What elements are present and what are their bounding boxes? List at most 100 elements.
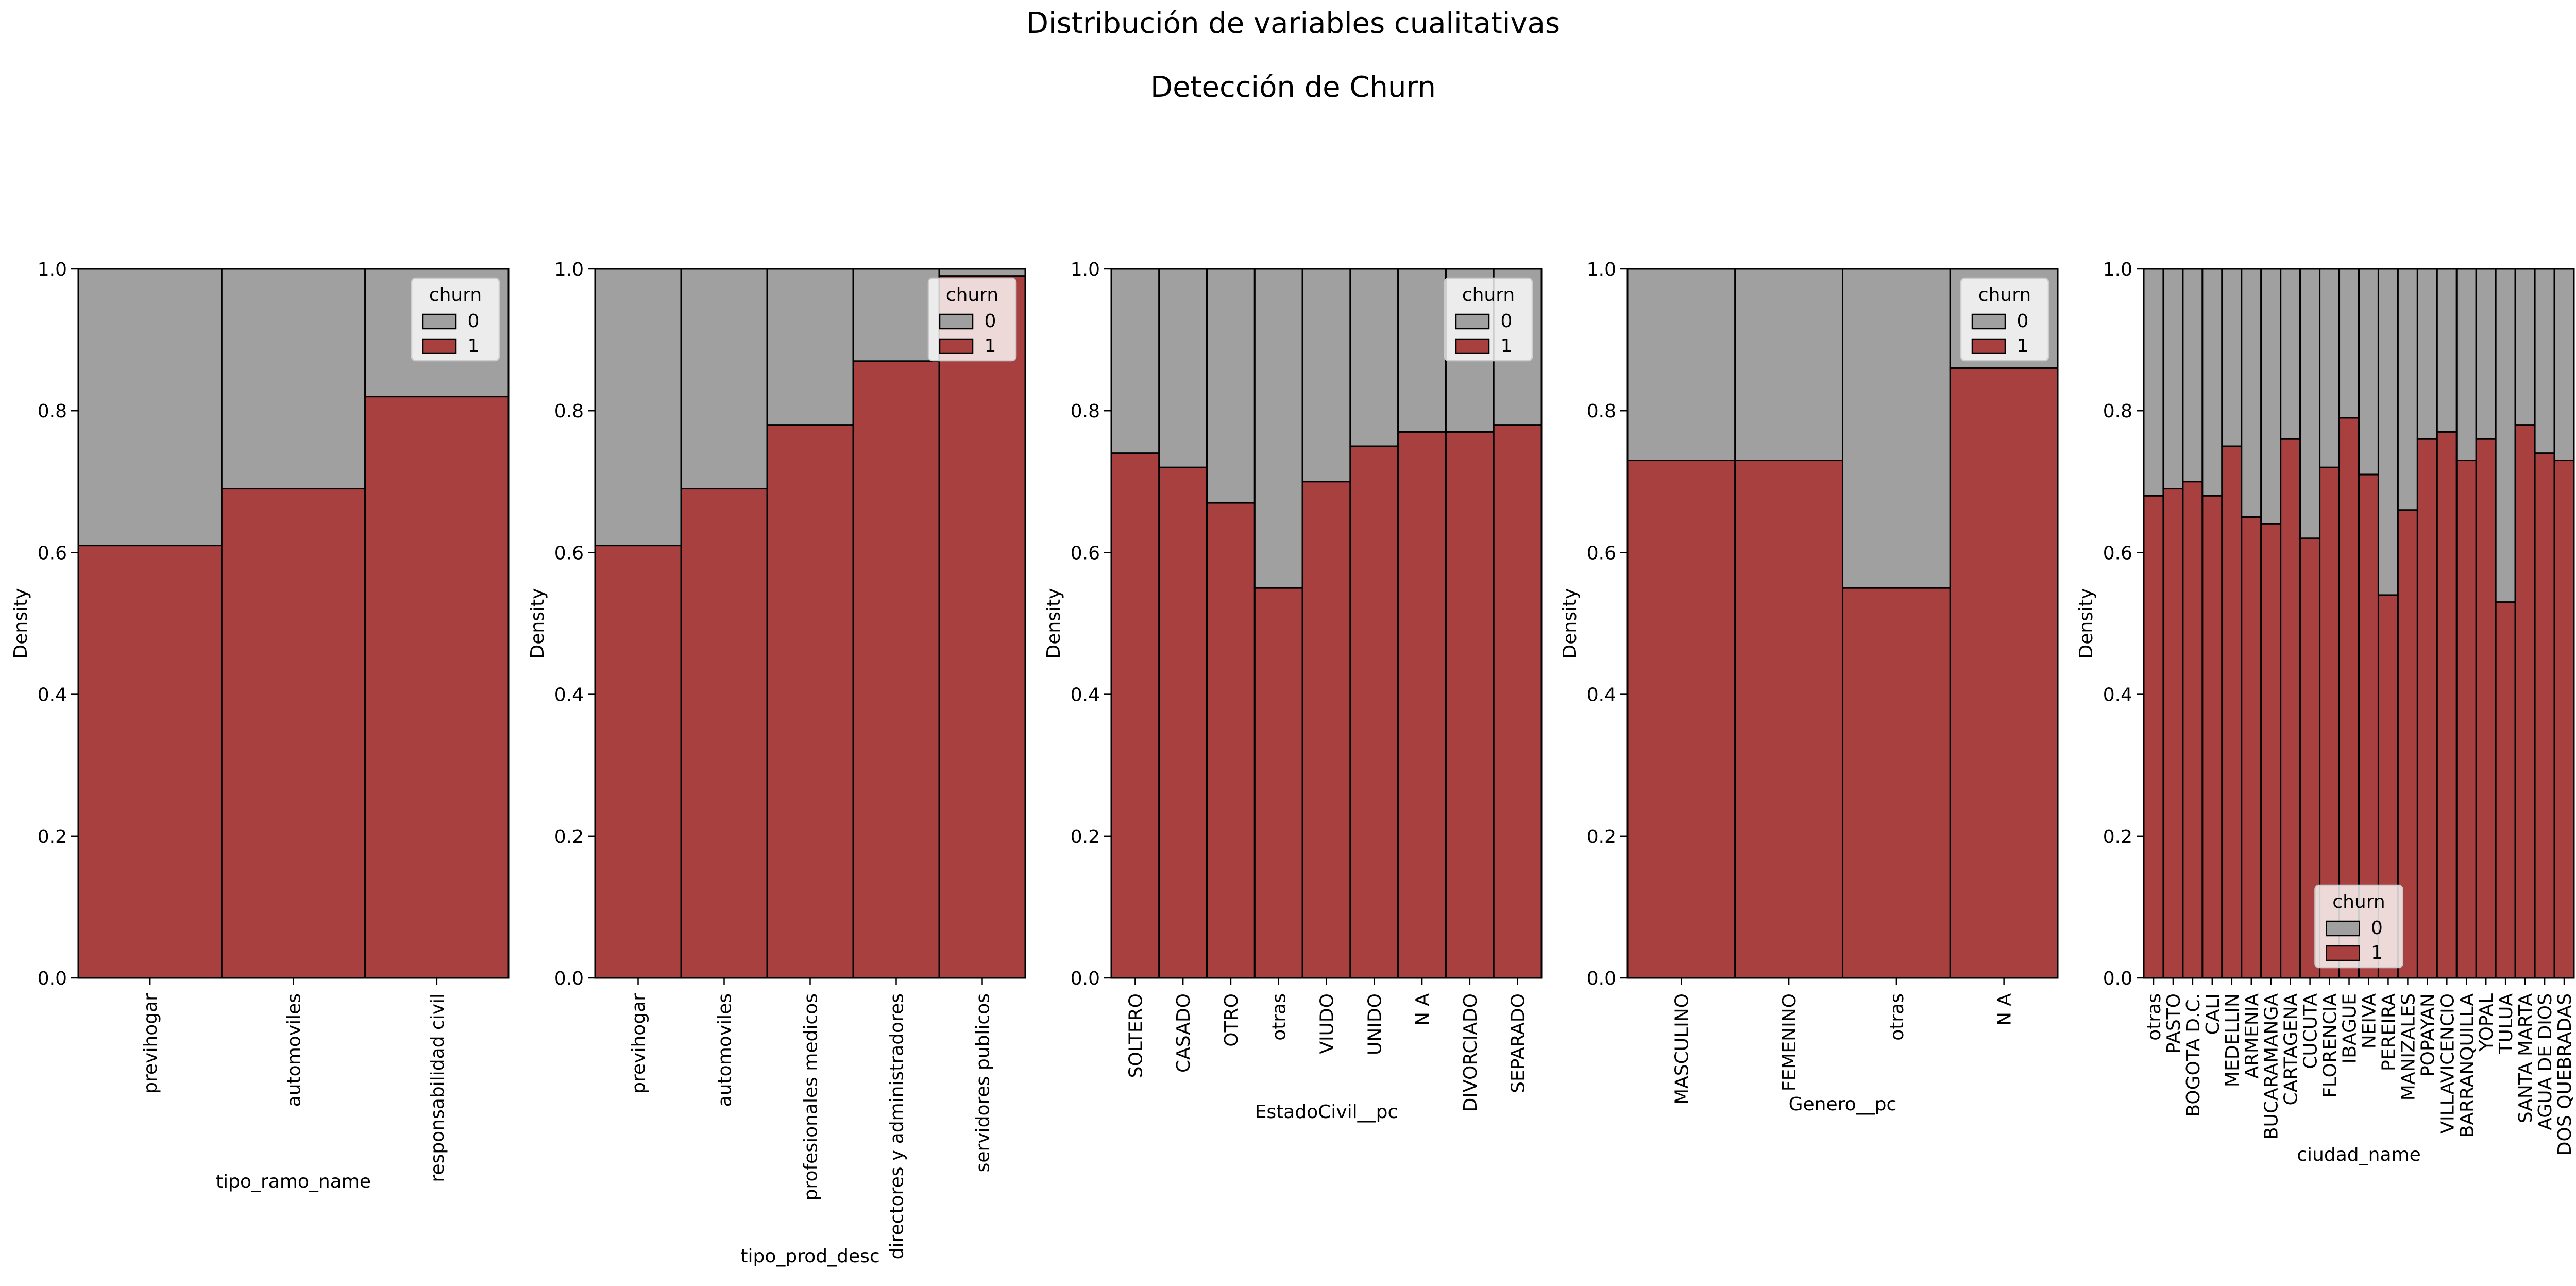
bar-churn-1-3 [2182,481,2204,979]
bar-churn-0-8 [2280,268,2301,440]
y-tick-label: 0.6 [1587,543,1616,564]
bar-churn-1-4 [1949,367,2059,979]
bar-churn-1-8 [1445,431,1495,979]
legend-title: churn [1462,284,1515,306]
y-tick-label: 0.6 [38,543,67,564]
x-tick-label: DIVORCIADO [1460,993,1481,1112]
bar-churn-0-2 [2162,268,2184,490]
legend: churn 0 1 [927,277,1017,362]
y-tick-label: 0.0 [1587,968,1616,989]
axes-frame [77,268,510,979]
x-tick-label: MANIZALES [2398,993,2419,1101]
bar-churn-0-4 [1253,268,1303,589]
bar-churn-1-9 [1493,424,1543,979]
bar-churn-0-7 [1397,268,1447,433]
x-axis-label: ciudad_name [2297,1144,2420,1165]
bar-churn-0-2 [1734,268,1843,462]
bar-churn-0-22 [2553,268,2575,462]
legend-entry-1: 1 [1501,335,1513,357]
bar-churn-0-20 [2514,268,2536,426]
y-axis-label: Density [10,588,31,659]
bar-churn-0-1 [1110,268,1160,454]
legend-swatch-0 [1971,313,2006,330]
bar-churn-1-2 [1734,460,1843,979]
axes-frame [1626,268,2059,979]
x-tick-label: TULUA [2496,993,2517,1055]
y-tick-label: 0.4 [2103,685,2132,706]
bar-churn-0-9 [2299,268,2321,539]
legend: churn 0 1 [411,277,500,362]
axes-frame [2143,268,2575,979]
bar-churn-1-2 [221,488,366,979]
x-tick-label: otras [1887,993,1908,1041]
legend-title: churn [429,284,482,306]
y-tick-label: 0.8 [554,401,584,422]
bar-churn-1-17 [2455,460,2477,979]
x-tick-label: AGUA DE DIOS [2535,993,2556,1130]
subplot-1: previhogar automoviles responsabilidad civ… [10,259,510,1192]
bar-churn-1-1 [1110,452,1160,979]
subplot-3: SOLTERO CASADO OTRO otras VIUDO UNIDO N A DIVOR… [1043,259,1543,1123]
bar-churn-1-4 [1253,587,1303,979]
y-tick-label: 0.2 [2103,826,2132,848]
x-tick-label: MEDELLIN [2222,993,2243,1087]
bar-churn-1-3 [766,424,854,979]
bar-churn-0-4 [852,268,940,362]
y-tick-label: 0.6 [2103,543,2132,564]
bar-churn-1-5 [938,275,1026,979]
bar-churn-1-16 [2436,431,2458,979]
x-axis-label: tipo_ramo_name [216,1171,371,1192]
y-axis-label: Density [1043,588,1064,659]
bar-churn-1-2 [1158,466,1208,979]
bar-churn-1-4 [2201,495,2223,979]
x-tick-label: OTRO [1221,993,1242,1047]
bar-churn-0-6 [2241,268,2262,518]
bar-churn-1-5 [2221,445,2243,979]
bar-churn-0-10 [2319,268,2341,468]
y-tick-label: 0.0 [554,968,584,989]
y-tick-label: 0.8 [1071,401,1100,422]
bar-churn-0-19 [2495,268,2516,603]
bar-churn-1-22 [2553,460,2575,979]
bar-churn-0-1 [594,268,682,547]
x-tick-label: profesionales medicos [801,993,822,1200]
legend: churn 0 1 [1444,277,1533,362]
bar-churn-0-11 [2338,268,2360,419]
bar-churn-1-21 [2534,452,2555,979]
bar-churn-0-2 [680,268,768,490]
legend: churn 0 1 [1960,277,2049,362]
legend-swatch-0 [422,313,457,330]
legend: churn 0 1 [2314,884,2403,969]
y-tick-label: 0.8 [2103,401,2132,422]
bar-churn-1-1 [77,545,223,979]
bar-churn-1-2 [2162,488,2184,979]
x-axis-label: Genero__pc [1789,1094,1897,1115]
x-tick-label: FEMENINO [1779,993,1800,1091]
y-tick-label: 0.6 [554,543,584,564]
subplot-2: previhogar automoviles profesionales medic… [527,259,1026,1267]
bar-churn-1-1 [2143,495,2164,979]
x-tick-label: UNIDO [1364,993,1385,1055]
x-tick-label: BOGOTA D.C. [2183,993,2204,1117]
x-tick-label: SEPARADO [1508,993,1529,1093]
x-tick-label: BUCARAMANGA [2261,993,2282,1140]
y-tick-label: 0.0 [1071,968,1100,989]
legend-swatch-0 [2326,920,2360,937]
bar-churn-0-7 [2260,268,2282,525]
x-tick-label: automoviles [284,993,305,1107]
legend-entry-1: 1 [468,335,480,357]
bar-churn-0-1 [2143,268,2164,497]
legend-entry-0: 0 [2017,311,2029,332]
bar-churn-0-13 [2377,268,2399,596]
legend-entry-0: 0 [2371,918,2383,939]
legend-entry-1: 1 [2017,335,2029,357]
y-tick-label: 0.6 [1071,543,1100,564]
y-tick-label: 0.0 [2103,968,2132,989]
y-tick-label: 1.0 [38,259,67,280]
legend-swatch-0 [1455,313,1490,330]
bar-churn-0-1 [77,268,223,547]
x-tick-label: directores y administradores [887,993,908,1259]
legend-entry-0: 0 [985,311,996,332]
x-tick-label: YOPAL [2476,993,2497,1052]
